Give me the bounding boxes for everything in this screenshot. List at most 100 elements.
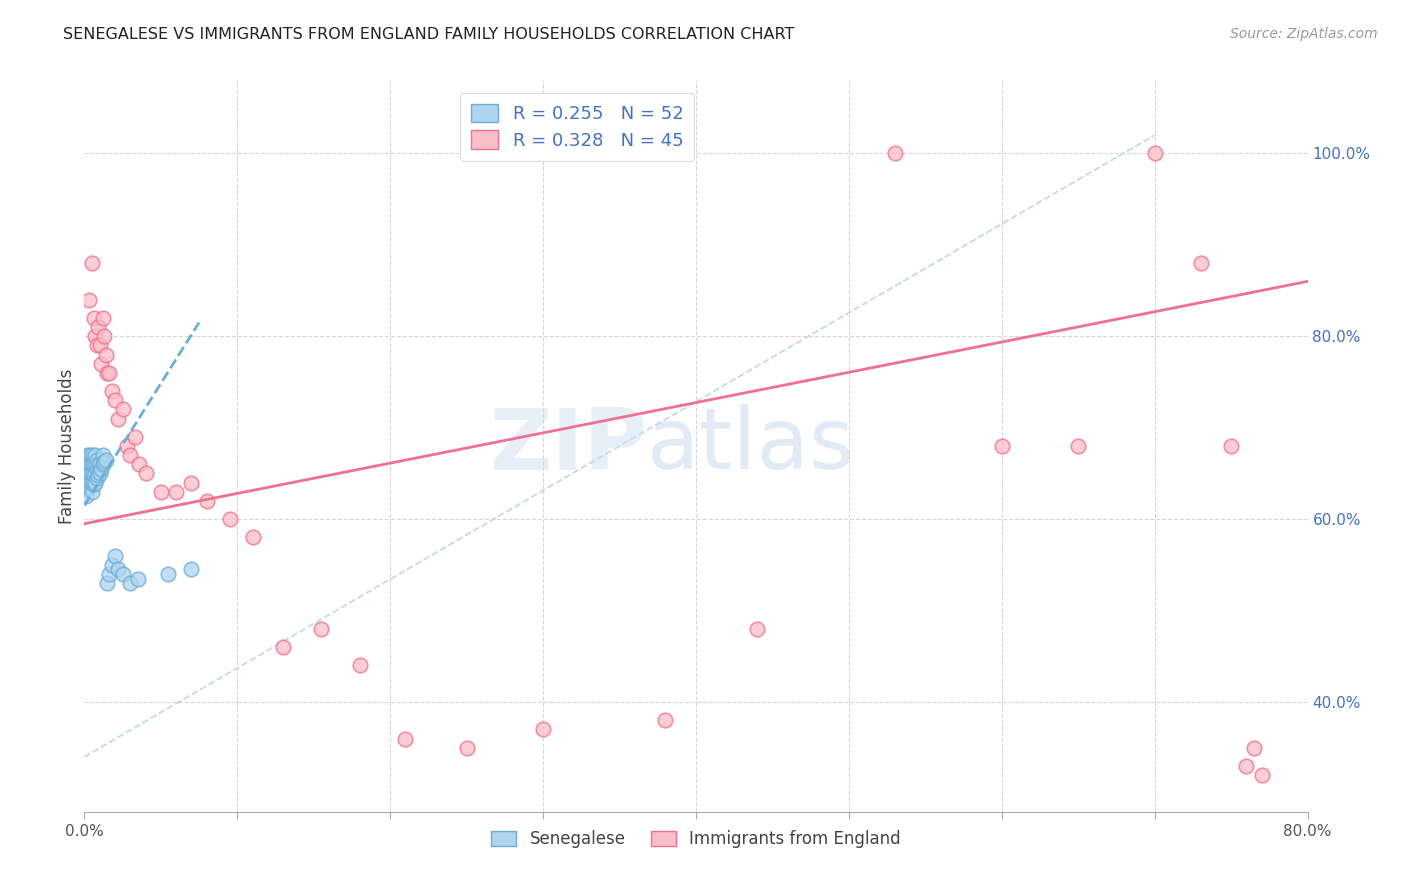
Point [180, 562, 202, 576]
Point [654, 714, 676, 728]
Point [80, 448, 103, 462]
Point [349, 658, 371, 673]
Text: atlas: atlas [647, 404, 855, 488]
Point [165, 484, 187, 499]
Point [107, 411, 129, 425]
Point [84, 329, 107, 343]
Point [75, 471, 97, 485]
Point [101, 384, 124, 399]
Point [86, 452, 108, 467]
Point [84, 448, 107, 462]
Point [195, 494, 218, 508]
Point [83, 311, 105, 326]
Point [93, 455, 115, 469]
Point [96, 366, 118, 380]
Point [76, 448, 98, 462]
Point [84, 457, 107, 471]
Point [394, 731, 416, 746]
Point [86, 338, 108, 352]
Point [104, 549, 127, 563]
Point [77, 471, 100, 485]
Point [79, 475, 101, 490]
Point [120, 576, 142, 591]
Point [75, 462, 97, 476]
Point [1243, 740, 1265, 755]
Point [104, 393, 127, 408]
Point [127, 572, 149, 586]
Point [90, 462, 112, 476]
Point [80, 475, 103, 490]
Point [86, 471, 108, 485]
Point [311, 622, 333, 636]
Point [91, 311, 114, 326]
Point [97, 366, 120, 380]
Point [111, 402, 134, 417]
Point [124, 430, 146, 444]
Point [77, 293, 100, 307]
Point [1236, 759, 1258, 773]
Point [76, 467, 98, 481]
Point [111, 567, 134, 582]
Point [218, 512, 240, 526]
Point [157, 567, 180, 582]
Point [80, 256, 103, 270]
Point [94, 452, 117, 467]
Point [97, 567, 120, 582]
Point [77, 462, 100, 476]
Point [1067, 439, 1090, 453]
Text: Source: ZipAtlas.com: Source: ZipAtlas.com [1230, 27, 1378, 41]
Point [90, 357, 112, 371]
Point [456, 740, 478, 755]
Point [89, 457, 111, 471]
Point [120, 448, 142, 462]
Point [128, 457, 150, 471]
Point [79, 448, 101, 462]
Point [83, 477, 105, 491]
Legend: Senegalese, Immigrants from England: Senegalese, Immigrants from England [485, 823, 907, 855]
Point [79, 467, 101, 481]
Point [87, 320, 110, 334]
Point [76, 457, 98, 471]
Point [180, 475, 202, 490]
Point [93, 329, 115, 343]
Point [747, 622, 769, 636]
Point [1189, 256, 1212, 270]
Point [242, 530, 264, 544]
Point [91, 448, 114, 462]
Point [80, 457, 103, 471]
Point [107, 562, 129, 576]
Point [77, 452, 100, 467]
Point [91, 457, 114, 471]
Point [271, 640, 294, 655]
Point [75, 452, 97, 467]
Point [83, 468, 105, 483]
Point [96, 576, 118, 591]
Point [86, 462, 108, 476]
Point [135, 467, 157, 481]
Point [80, 484, 103, 499]
Point [84, 467, 107, 481]
Point [149, 484, 172, 499]
Point [79, 457, 101, 471]
Text: ZIP: ZIP [489, 404, 647, 488]
Point [101, 558, 124, 572]
Point [883, 146, 905, 161]
Point [75, 480, 97, 494]
Point [89, 467, 111, 481]
Point [83, 450, 105, 464]
Point [83, 459, 105, 474]
Point [115, 439, 138, 453]
Point [77, 480, 100, 494]
Point [80, 467, 103, 481]
Point [1143, 146, 1166, 161]
Point [84, 475, 107, 490]
Point [87, 457, 110, 471]
Point [531, 723, 554, 737]
Point [89, 338, 111, 352]
Point [94, 347, 117, 362]
Point [76, 475, 98, 490]
Point [1220, 439, 1243, 453]
Point [87, 468, 110, 483]
Point [991, 439, 1014, 453]
Text: SENEGALESE VS IMMIGRANTS FROM ENGLAND FAMILY HOUSEHOLDS CORRELATION CHART: SENEGALESE VS IMMIGRANTS FROM ENGLAND FA… [63, 27, 794, 42]
